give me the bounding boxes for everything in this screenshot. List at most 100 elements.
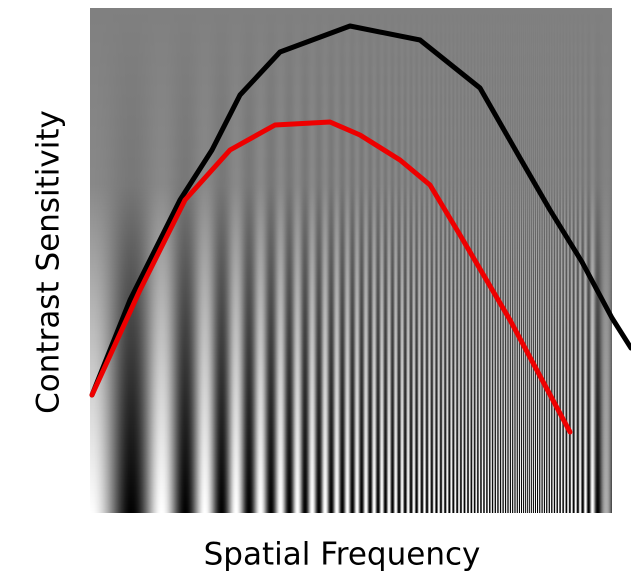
grating-stripe	[554, 8, 556, 513]
grating-stripe	[311, 8, 313, 513]
grating-stripe	[463, 8, 465, 513]
grating-stripe	[416, 8, 418, 513]
grating-stripe	[514, 8, 516, 513]
grating-stripe	[210, 8, 212, 513]
grating-stripe	[590, 8, 592, 513]
grating-stripe	[394, 8, 396, 513]
grating-stripe	[488, 8, 490, 513]
grating-stripe	[158, 8, 160, 513]
grating-stripe	[611, 8, 612, 513]
grating-stripe	[133, 8, 135, 513]
grating-stripe	[603, 8, 605, 513]
grating-stripe	[482, 8, 484, 513]
grating-stripe	[109, 8, 111, 513]
grating-stripe	[250, 8, 252, 513]
grating-stripe	[592, 8, 594, 513]
grating-stripe	[584, 8, 586, 513]
grating-stripe	[442, 8, 444, 513]
grating-stripe	[599, 8, 601, 513]
grating-stripe	[269, 8, 271, 513]
grating-stripe	[176, 8, 178, 513]
grating-stripe	[432, 8, 434, 513]
grating-stripe	[575, 8, 577, 513]
grating-stripe	[536, 8, 538, 513]
grating-stripe	[249, 8, 251, 513]
grating-stripe	[220, 8, 222, 513]
grating-stripe	[146, 8, 148, 513]
grating-stripe	[494, 8, 496, 513]
grating-stripe	[278, 8, 280, 513]
grating-stripe	[347, 8, 349, 513]
grating-stripe	[117, 8, 119, 513]
grating-stripe	[565, 8, 567, 513]
grating-stripe	[556, 8, 558, 513]
grating-stripe	[212, 8, 214, 513]
grating-stripe	[392, 8, 394, 513]
grating-stripe	[209, 8, 211, 513]
grating-stripe	[315, 8, 317, 513]
grating-stripe	[547, 8, 549, 513]
grating-stripe	[517, 8, 519, 513]
grating-stripe	[528, 8, 530, 513]
grating-stripe	[465, 8, 467, 513]
grating-stripe	[545, 8, 547, 513]
grating-stripe	[94, 8, 96, 513]
grating-stripe	[252, 8, 254, 513]
grating-stripe	[97, 8, 99, 513]
grating-stripe	[227, 8, 229, 513]
grating-stripe	[256, 8, 258, 513]
grating-stripe	[274, 8, 276, 513]
grating-stripe	[566, 8, 568, 513]
grating-stripe	[131, 8, 133, 513]
grating-stripe	[144, 8, 146, 513]
grating-stripe	[434, 8, 436, 513]
grating-stripe	[374, 8, 376, 513]
grating-stripe	[605, 8, 607, 513]
grating-stripe	[389, 8, 391, 513]
grating-stripe	[327, 8, 329, 513]
grating-stripe	[181, 8, 183, 513]
grating-stripe	[452, 8, 454, 513]
grating-stripe	[191, 8, 193, 513]
grating-stripe	[251, 8, 253, 513]
grating-stripe	[588, 8, 590, 513]
grating-stripe	[568, 8, 570, 513]
grating-stripe	[96, 8, 98, 513]
grating-stripe	[570, 8, 572, 513]
grating-stripe	[323, 8, 325, 513]
grating-stripe	[282, 8, 284, 513]
grating-stripe	[496, 8, 498, 513]
grating-stripe	[205, 8, 207, 513]
grating-stripe	[200, 8, 202, 513]
grating-stripe	[140, 8, 142, 513]
grating-stripe	[506, 8, 508, 513]
grating-stripe	[609, 8, 611, 513]
grating-stripe	[331, 8, 333, 513]
grating-stripe	[537, 8, 539, 513]
grating-stripe	[288, 8, 290, 513]
grating-stripe	[466, 8, 468, 513]
grating-stripe	[207, 8, 209, 513]
grating-stripe	[480, 8, 482, 513]
grating-stripe	[604, 8, 606, 513]
grating-stripe	[272, 8, 274, 513]
grating-stripe	[123, 8, 125, 513]
grating-stripe	[529, 8, 531, 513]
grating-stripe	[310, 8, 312, 513]
grating-stripe	[371, 8, 373, 513]
grating-stripe	[406, 8, 408, 513]
grating-stripe	[497, 8, 499, 513]
grating-stripe	[430, 8, 432, 513]
grating-stripe	[400, 8, 402, 513]
grating-stripe	[165, 8, 167, 513]
grating-stripe	[126, 8, 128, 513]
grating-stripe	[569, 8, 571, 513]
grating-stripe	[324, 8, 326, 513]
grating-stripe	[114, 8, 116, 513]
grating-stripe	[471, 8, 473, 513]
grating-stripe	[296, 8, 298, 513]
grating-stripe	[145, 8, 147, 513]
grating-stripe	[489, 8, 491, 513]
grating-stripe	[429, 8, 431, 513]
grating-stripe	[448, 8, 450, 513]
